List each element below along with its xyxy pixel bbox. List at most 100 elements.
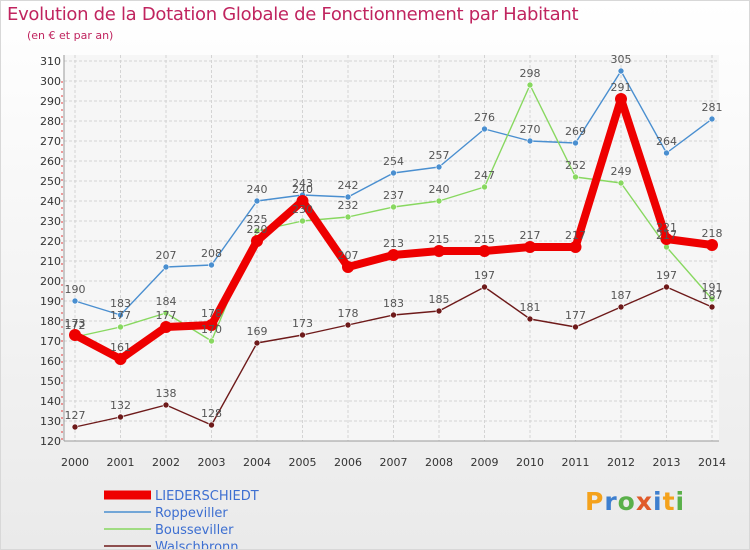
data-label: 207 (156, 249, 177, 262)
data-label: 218 (702, 227, 723, 240)
data-label: 237 (383, 189, 404, 202)
data-point (71, 423, 79, 431)
data-label: 252 (565, 159, 586, 172)
data-point (208, 337, 215, 345)
x-tick-label: 2012 (607, 456, 635, 469)
data-point (162, 309, 170, 317)
data-point (708, 303, 716, 311)
data-point (615, 93, 627, 105)
data-label: 249 (611, 165, 632, 178)
y-tick-label: 200 (40, 275, 61, 288)
logo-letter: o (617, 487, 636, 516)
y-tick-label: 120 (40, 435, 61, 448)
data-label: 178 (201, 307, 222, 320)
data-label: 220 (247, 223, 268, 236)
data-label: 128 (201, 407, 222, 420)
data-point (296, 195, 309, 207)
y-tick-label: 150 (40, 375, 61, 388)
data-point (387, 249, 400, 261)
y-tick-label: 300 (40, 75, 61, 88)
x-tick-label: 2001 (107, 456, 135, 469)
x-tick-label: 2000 (61, 456, 89, 469)
data-label: 173 (292, 317, 313, 330)
data-point (524, 241, 536, 253)
y-tick-label: 220 (40, 235, 61, 248)
data-point (205, 319, 218, 331)
data-label: 217 (520, 229, 541, 242)
data-point (663, 149, 670, 157)
logo-letter: i (675, 487, 686, 516)
data-label: 254 (383, 155, 404, 168)
y-tick-label: 140 (40, 395, 61, 408)
data-point (526, 137, 534, 145)
data-label: 225 (247, 213, 268, 226)
data-label: 185 (429, 293, 450, 306)
data-point (344, 321, 352, 329)
data-point (253, 227, 261, 235)
data-label: 281 (702, 101, 723, 114)
data-label: 177 (110, 309, 131, 322)
y-tick-label: 160 (40, 355, 61, 368)
data-label: 177 (156, 309, 177, 322)
data-point (706, 239, 718, 251)
x-tick-label: 2009 (471, 456, 499, 469)
data-point (526, 315, 534, 323)
x-tick-label: 2002 (152, 456, 180, 469)
data-label: 187 (702, 289, 723, 302)
data-point (660, 233, 673, 245)
logo-letter: i (653, 487, 663, 516)
data-label: 221 (656, 221, 677, 234)
y-tick-label: 130 (40, 415, 61, 428)
chart-subtitle: (en € et par an) (27, 29, 114, 42)
data-label: 191 (702, 281, 723, 294)
data-label: 276 (474, 111, 495, 124)
data-label: 215 (429, 233, 450, 246)
y-tick-label: 180 (40, 315, 61, 328)
data-label: 207 (338, 249, 359, 262)
data-label: 240 (292, 183, 313, 196)
data-point (478, 245, 491, 257)
data-point (435, 307, 443, 315)
data-point (160, 321, 172, 333)
data-label: 257 (429, 149, 450, 162)
logo-letter: r (604, 487, 618, 516)
data-point (572, 323, 579, 331)
data-point (435, 197, 443, 205)
data-point (69, 329, 81, 341)
x-tick-label: 2010 (516, 456, 544, 469)
data-label: 161 (110, 341, 131, 354)
data-point (708, 295, 716, 303)
data-point (390, 203, 397, 211)
data-label: 264 (656, 135, 677, 148)
data-label: 183 (383, 297, 404, 310)
data-point (162, 401, 170, 409)
data-point (481, 183, 488, 191)
data-label: 291 (611, 81, 632, 94)
x-tick-label: 2011 (562, 456, 590, 469)
data-label: 305 (611, 53, 632, 66)
data-point (344, 213, 352, 221)
data-label: 242 (338, 179, 359, 192)
data-label: 230 (292, 203, 313, 216)
data-point (114, 353, 127, 365)
data-point (435, 163, 443, 171)
data-point (390, 169, 397, 177)
data-label: 184 (156, 295, 177, 308)
data-point (344, 193, 352, 201)
y-tick-label: 190 (40, 295, 61, 308)
logo-letter: P (585, 487, 605, 516)
chart-title: Evolution de la Dotation Globale de Fonc… (7, 4, 579, 25)
y-tick-label: 230 (40, 215, 61, 228)
data-label: 178 (338, 307, 359, 320)
data-point (572, 139, 579, 147)
data-point (708, 115, 716, 123)
data-label: 127 (65, 409, 86, 422)
data-point (117, 311, 124, 319)
x-tick-label: 2006 (334, 456, 362, 469)
proxiti-logo: Proxiti (585, 487, 685, 516)
data-label: 298 (520, 67, 541, 80)
data-point (117, 323, 124, 331)
data-label: 215 (474, 233, 495, 246)
